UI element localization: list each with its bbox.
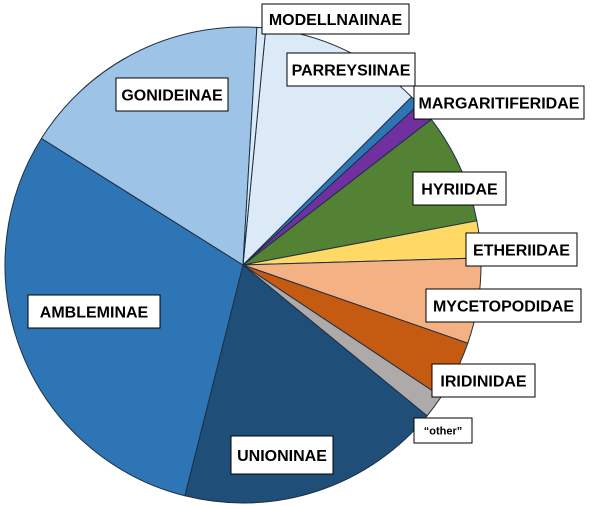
label-text: “other”	[424, 425, 463, 437]
slice-label-hyriidae: HYRIIDAE	[412, 171, 507, 206]
label-box	[413, 85, 585, 120]
slice-label-modellnaiinae: MODELLNAIINAE	[261, 3, 410, 35]
slice-label-gonideinae: GONIDEINAE	[115, 77, 229, 112]
slice-label-etheriidae: ETHERIIDAE	[465, 232, 578, 267]
label-box	[27, 294, 161, 329]
slice-label-other: “other”	[413, 417, 473, 444]
label-text: MYCETOPODIDAE	[433, 298, 574, 315]
label-text: ETHERIIDAE	[473, 242, 570, 259]
pie-slices	[4, 26, 482, 504]
label-box	[413, 417, 473, 444]
label-text: HYRIIDAE	[421, 181, 498, 198]
slice-label-mycetopodidae: MYCETOPODIDAE	[425, 288, 582, 323]
label-text: AMBLEMINAE	[40, 304, 149, 321]
label-box	[261, 3, 410, 35]
label-box	[425, 288, 582, 323]
label-text: IRIDINIDAE	[440, 373, 527, 390]
label-box	[465, 232, 578, 267]
pie-labels: PARREYSIINAE MARGARITIFERIDAE HYRIIDAE ETHE…	[27, 3, 585, 475]
slice-label-unioninae: UNIONINAE	[230, 435, 334, 475]
label-box	[286, 52, 416, 87]
label-box	[431, 363, 536, 398]
label-text: UNIONINAE	[237, 448, 327, 465]
slice-label-ambleminae: AMBLEMINAE	[27, 294, 161, 329]
slice-label-parreysiinae: PARREYSIINAE	[286, 52, 416, 87]
slice-label-margaritiferidae: MARGARITIFERIDAE	[413, 85, 585, 120]
slice-label-iridinidae: IRIDINIDAE	[431, 363, 536, 398]
label-text: MARGARITIFERIDAE	[419, 95, 580, 112]
label-box	[230, 435, 334, 475]
pie-slice-hyriidae	[242, 118, 478, 266]
label-text: MODELLNAIINAE	[269, 12, 403, 29]
label-text: PARREYSIINAE	[292, 62, 411, 79]
label-box	[115, 77, 229, 112]
label-box	[412, 171, 507, 206]
label-text: GONIDEINAE	[121, 87, 223, 104]
